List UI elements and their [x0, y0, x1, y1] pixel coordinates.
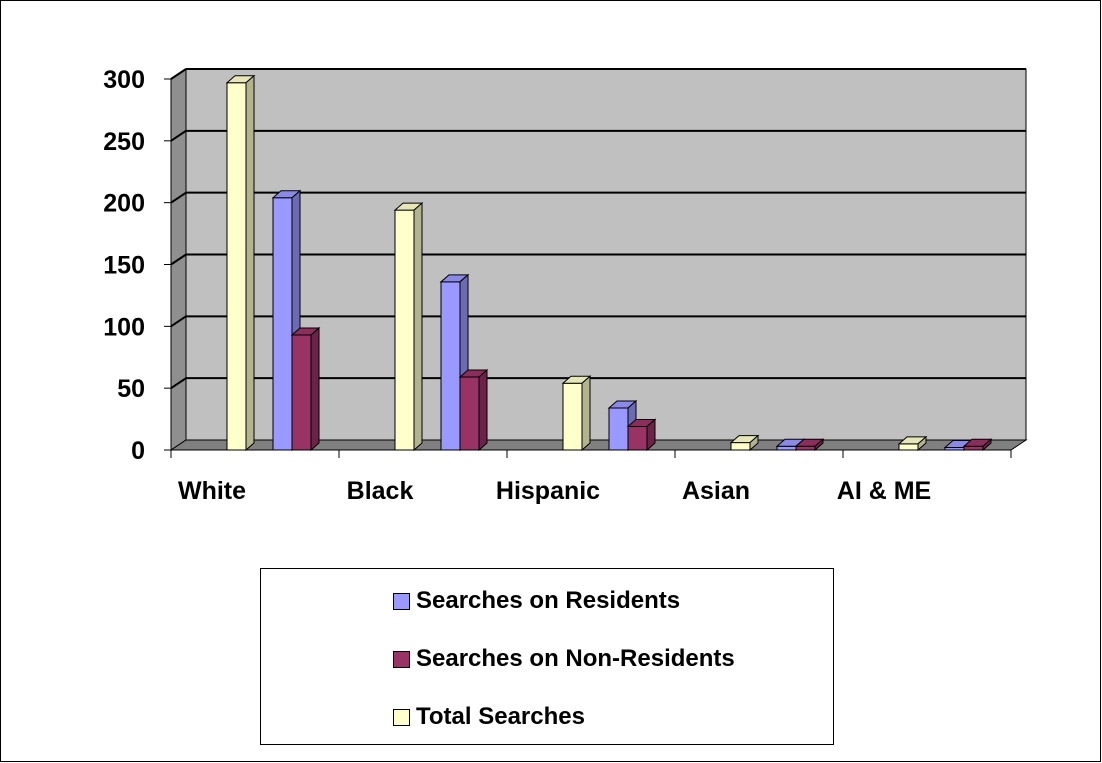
bar [626, 418, 657, 452]
gridline-side [170, 130, 187, 142]
bar [897, 435, 928, 452]
legend-item-total: Total Searches [393, 702, 585, 732]
legend-item-residents: Searches on Residents [393, 586, 680, 616]
x-tick-label: Asian [682, 477, 750, 505]
legend-label-total: Total Searches [416, 703, 585, 730]
bar-front [272, 197, 293, 451]
legend-swatch-total [393, 708, 410, 726]
y-tick-label: 150 [103, 252, 145, 280]
bar-side [245, 74, 255, 452]
y-tick-label: 100 [103, 313, 145, 341]
legend-label-residents: Searches on Residents [416, 587, 681, 614]
bar-front [226, 82, 247, 451]
x-axis: White Black Hispanic Asian AI & ME [170, 449, 1012, 505]
y-tick-label: 50 [117, 375, 145, 403]
bar-front [608, 407, 629, 451]
bar-front [627, 426, 648, 451]
legend-swatch-non-residents [393, 650, 410, 668]
bar [271, 189, 302, 452]
y-tick-label: 250 [103, 128, 145, 156]
y-tick-label: 200 [103, 190, 145, 218]
bar-side [814, 438, 824, 452]
bar-side [310, 326, 320, 452]
bar-side [413, 201, 423, 452]
bar-front [291, 334, 312, 451]
legend-swatch-residents [393, 592, 410, 610]
bar-front [394, 209, 415, 451]
bar-side [646, 418, 656, 452]
gridlines [170, 68, 1026, 389]
y-axis: 0 50 100 150 200 250 300 [103, 66, 172, 465]
bar-side [982, 438, 992, 452]
x-tick-label: AI & ME [837, 477, 931, 505]
bar-front [963, 445, 984, 451]
bar [794, 438, 825, 452]
gridline-side [170, 253, 187, 266]
bar [962, 438, 993, 452]
bar-side [749, 434, 759, 452]
legend-item-non-residents: Searches on Non-Residents [393, 644, 735, 674]
bar-chart: 0 50 100 150 200 250 300 White Black Hispanic Asi… [103, 66, 1028, 505]
y-tick-label: 0 [131, 437, 145, 465]
bar-side [478, 368, 488, 452]
gridline-side [170, 191, 187, 204]
y-tick-label: 300 [103, 66, 145, 94]
legend-label-non-residents: Searches on Non-Residents [416, 645, 735, 672]
bar-front [730, 442, 751, 451]
bar-side [917, 435, 927, 452]
bar [458, 368, 489, 452]
x-tick-label: Hispanic [496, 477, 600, 505]
bar-front [459, 376, 480, 451]
bar [225, 74, 256, 452]
gridline-side [170, 377, 187, 389]
gridline-side [170, 315, 187, 328]
bar-front [440, 281, 461, 451]
bar [393, 201, 424, 452]
gridline-side [170, 68, 187, 80]
bar-front [898, 443, 919, 451]
bar-front [776, 445, 797, 451]
bar-side [581, 375, 591, 452]
bar [561, 375, 592, 452]
bar-front [562, 382, 583, 451]
x-tick-label: White [178, 477, 246, 505]
bar [729, 434, 760, 452]
legend: Searches on Residents Searches on Non-Re… [260, 568, 834, 745]
bar [290, 326, 321, 452]
x-tick-label: Black [347, 477, 414, 505]
bar-front [795, 445, 816, 451]
